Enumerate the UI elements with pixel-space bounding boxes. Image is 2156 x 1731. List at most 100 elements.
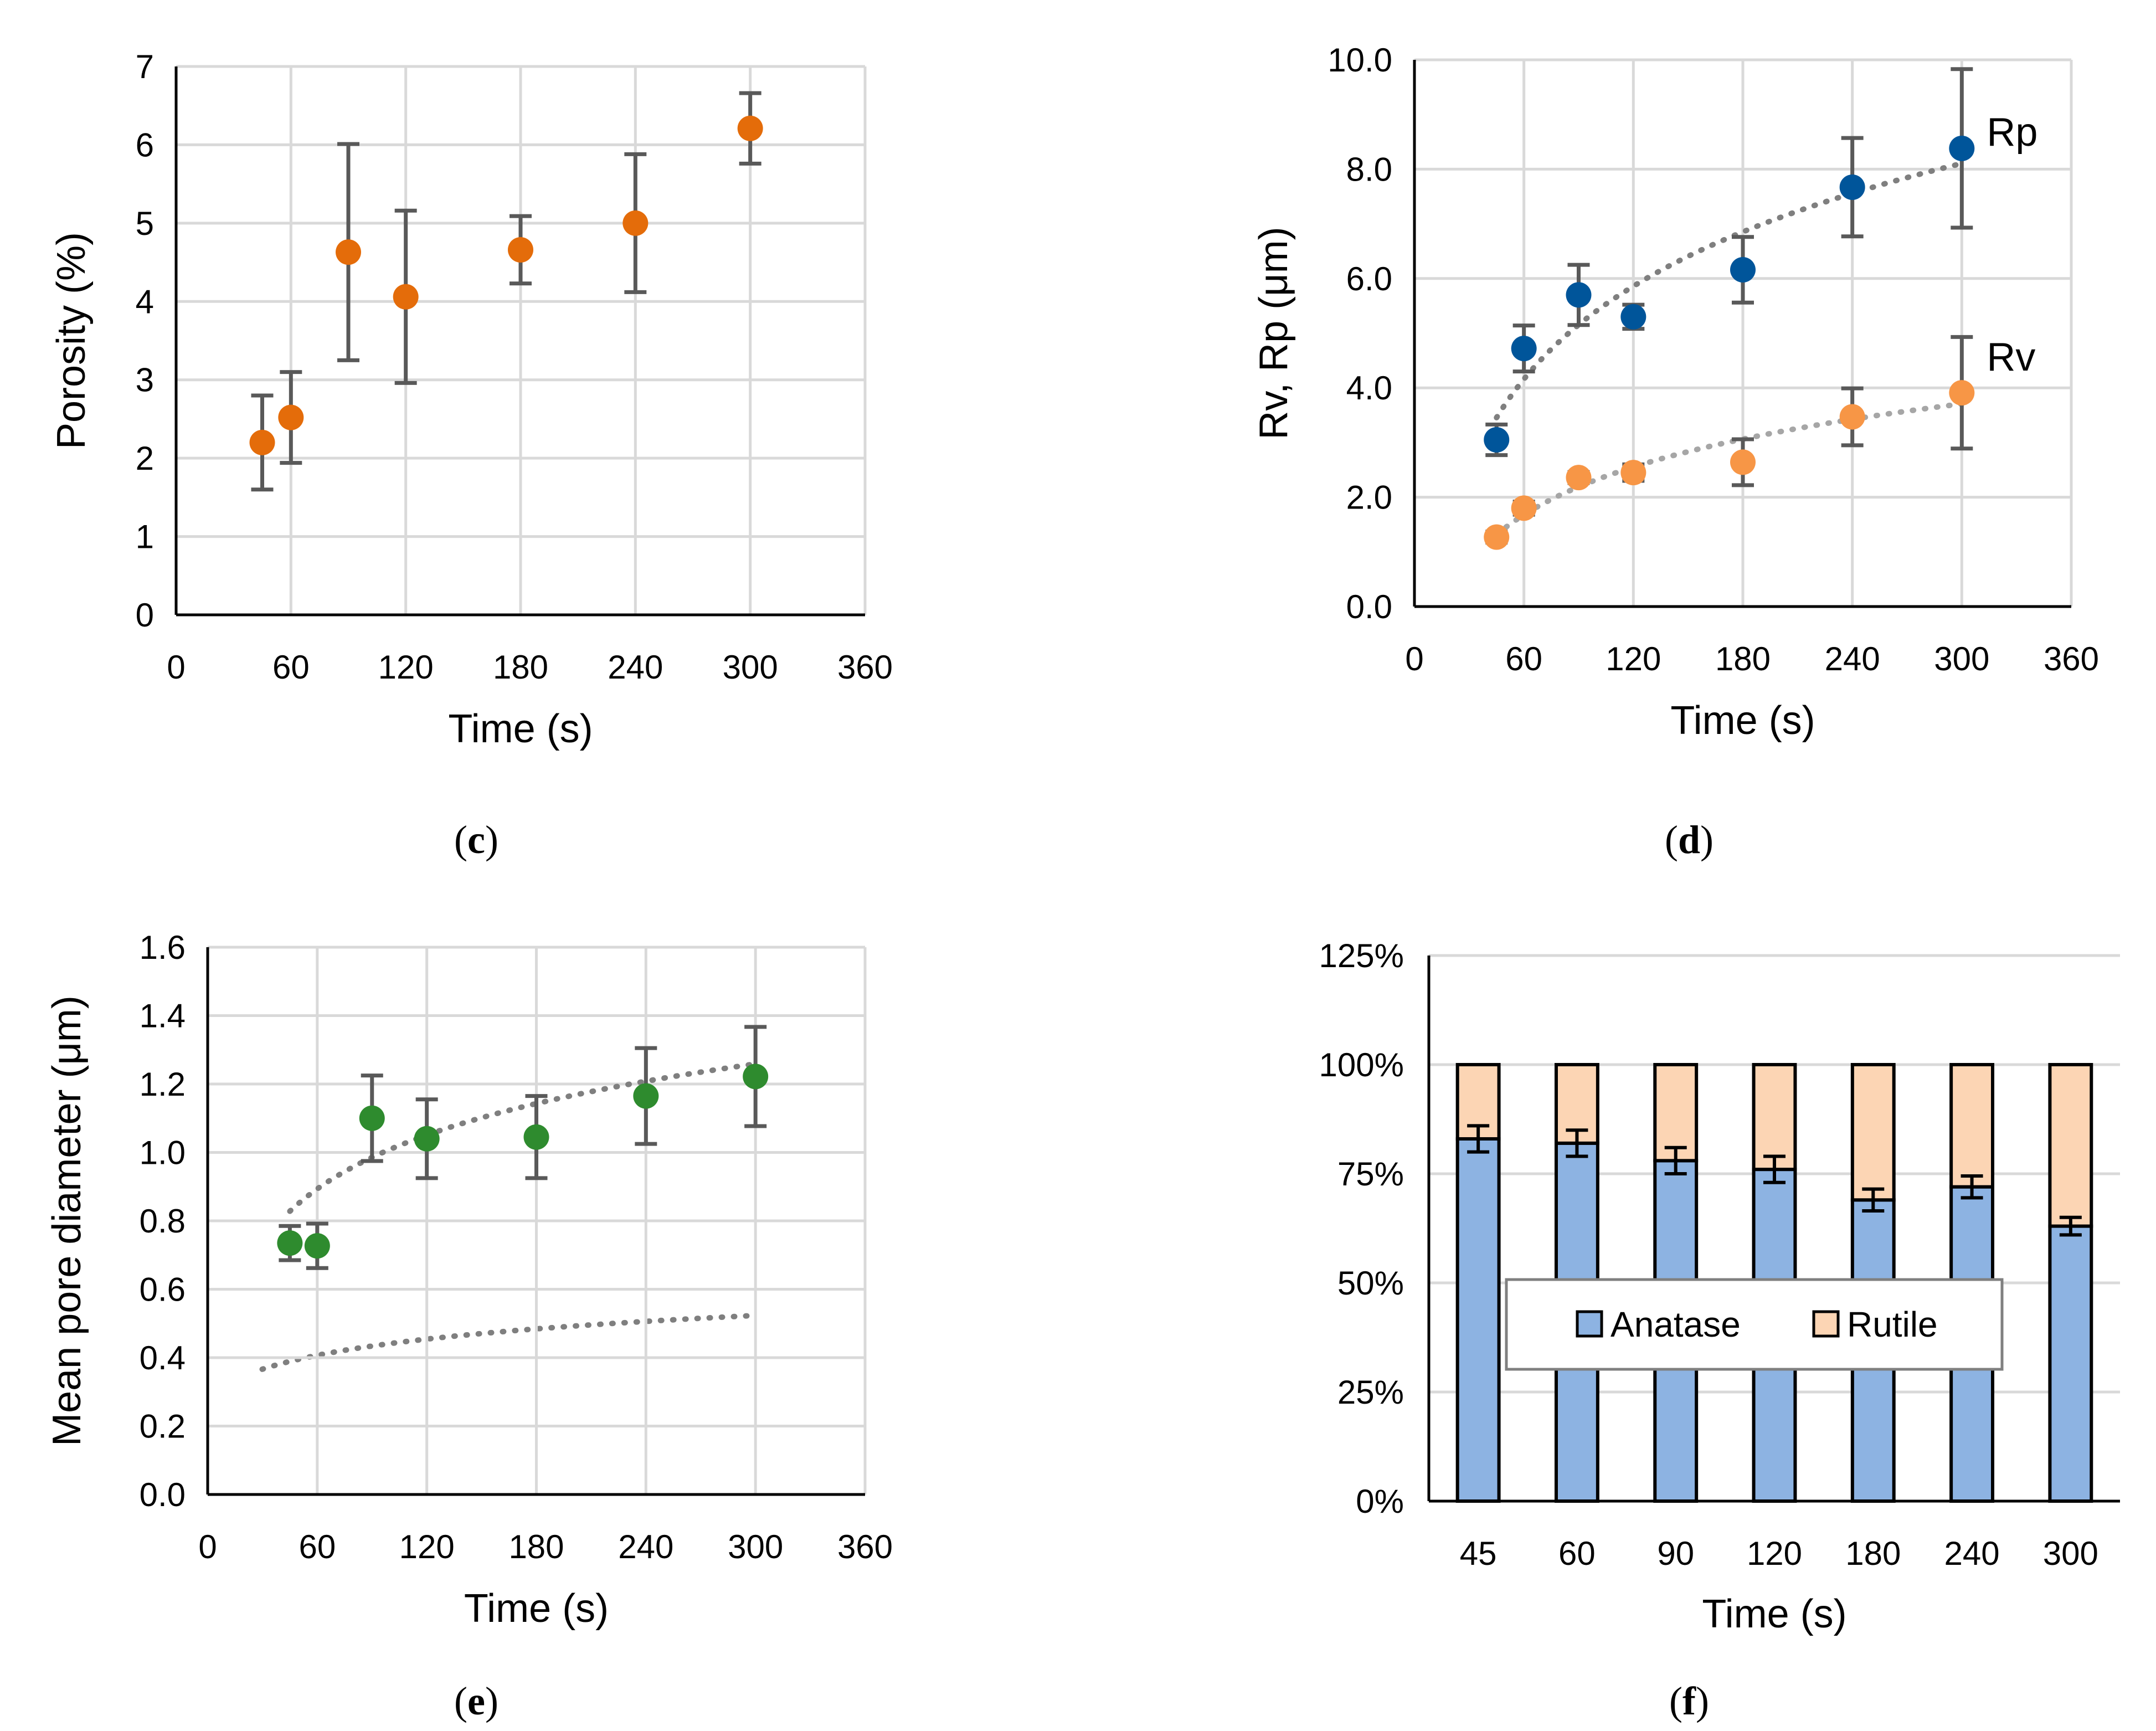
data-point xyxy=(1730,437,1756,487)
data-point xyxy=(523,1094,549,1180)
panel-f: 0% 25% 50% 75% 100% 125% 45 60 90 120 180 240 300 Tim… xyxy=(1319,937,2120,1723)
x-axis-title: Time (s) xyxy=(1702,1592,1846,1636)
x-tick-label: 240 xyxy=(1825,640,1880,677)
x-tick-label: 300 xyxy=(728,1528,783,1565)
y-tick-label: 3 xyxy=(136,362,154,399)
marker xyxy=(1566,465,1592,491)
x-tick-label: 90 xyxy=(1657,1535,1694,1572)
y-tick-label: 50% xyxy=(1337,1265,1404,1302)
marker xyxy=(1730,449,1756,475)
x-tick-label: 120 xyxy=(1747,1535,1802,1572)
legend-swatch xyxy=(1576,1310,1603,1338)
marker xyxy=(1566,282,1592,308)
data-point xyxy=(737,91,763,166)
trendline xyxy=(1494,401,1965,538)
marker xyxy=(1620,304,1646,330)
marker xyxy=(1839,404,1865,430)
x-tick-label: 45 xyxy=(1460,1535,1497,1572)
data-point xyxy=(1949,335,1975,451)
y-tick-label: 0.2 xyxy=(140,1408,186,1445)
y-tick-label: 0% xyxy=(1356,1483,1404,1520)
marker xyxy=(622,210,649,236)
legend-label: Anatase xyxy=(1610,1304,1741,1344)
bar-rutile xyxy=(1752,1063,1797,1172)
x-tick-label: 60 xyxy=(1558,1535,1596,1572)
marker xyxy=(336,239,361,265)
x-tick-label: 180 xyxy=(508,1528,564,1565)
data-point xyxy=(1511,495,1537,521)
data-point xyxy=(277,1224,303,1262)
x-tick-label: 60 xyxy=(299,1528,336,1565)
marker xyxy=(508,237,533,263)
marker xyxy=(737,115,763,141)
x-tick-label: 120 xyxy=(1606,640,1661,677)
y-axis-title: Rv, Rp (μm) xyxy=(1252,227,1296,439)
x-tick-label: 300 xyxy=(1934,640,1989,677)
y-tick-label: 1.0 xyxy=(140,1134,186,1172)
y-axis-title: Mean pore diameter (μm) xyxy=(45,995,89,1446)
data-point xyxy=(1839,386,1865,448)
data-point xyxy=(359,1073,385,1163)
x-tick-label: 240 xyxy=(1944,1535,2000,1572)
x-tick-label: 0 xyxy=(198,1528,217,1565)
panel-e: 0 60 120 180 240 300 360 0.0 0.2 0.4 0.6 0.8 1.0 1.2 1… xyxy=(45,929,893,1723)
y-tick-label: 75% xyxy=(1337,1155,1404,1193)
trendline xyxy=(287,1061,759,1214)
data-point xyxy=(278,370,304,465)
marker xyxy=(359,1105,385,1131)
y-tick-label: 0.6 xyxy=(140,1271,186,1308)
data-point xyxy=(1566,465,1592,491)
data-point xyxy=(336,142,361,362)
marker xyxy=(1511,336,1537,362)
bar-rutile xyxy=(1850,1063,1896,1202)
x-tick-label: 0 xyxy=(167,649,185,686)
bar-anatase xyxy=(1455,1137,1501,1503)
y-tick-label: 0.0 xyxy=(1346,588,1392,625)
y-tick-label: 2.0 xyxy=(1346,479,1392,516)
series-label: Rp xyxy=(1987,110,2037,155)
y-tick-label: 4 xyxy=(136,283,154,320)
y-tick-label: 5 xyxy=(136,205,154,242)
data-point xyxy=(1484,524,1510,550)
data-point xyxy=(1620,460,1646,486)
legend-entry: Rutile xyxy=(1812,1304,1938,1344)
panel-label: (c) xyxy=(454,818,498,862)
y-tick-label: 0.8 xyxy=(140,1203,186,1240)
data-point xyxy=(1566,263,1592,327)
y-tick-label: 125% xyxy=(1319,937,1404,974)
x-tick-label: 360 xyxy=(2044,640,2099,677)
series xyxy=(277,1025,769,1270)
x-tick-label: 300 xyxy=(723,649,778,686)
x-tick-label: 60 xyxy=(1505,640,1542,677)
data-point xyxy=(1484,422,1510,458)
marker xyxy=(393,284,419,310)
data-point xyxy=(1949,67,1975,230)
marker xyxy=(1511,495,1537,521)
x-axis-title: Time (s) xyxy=(464,1586,609,1631)
bar-rutile xyxy=(2048,1063,2093,1228)
x-tick-label: 240 xyxy=(618,1528,673,1565)
data-point xyxy=(622,152,649,294)
x-tick-label: 60 xyxy=(272,649,310,686)
bar-rutile xyxy=(1653,1063,1699,1163)
data-point xyxy=(304,1221,330,1270)
x-tick-label: 180 xyxy=(1845,1535,1901,1572)
data-point xyxy=(249,393,275,492)
data-point xyxy=(414,1097,440,1180)
panel-d: 0 60 120 180 240 300 360 0.0 2.0 4.0 6.0 8.0 10.0 Tim… xyxy=(1252,42,2099,862)
x-axis-title: Time (s) xyxy=(1670,698,1815,743)
legend: Anatase Rutile xyxy=(1505,1278,2004,1371)
series-label: Rv xyxy=(1987,335,2035,379)
legend-swatch xyxy=(1812,1310,1840,1338)
y-axis-title: Porosity (%) xyxy=(49,232,94,449)
series-rp: Rp xyxy=(1484,67,2037,458)
trendline xyxy=(259,1313,753,1372)
marker xyxy=(1730,257,1756,283)
y-tick-label: 100% xyxy=(1319,1046,1404,1083)
x-axis-title: Time (s) xyxy=(448,707,593,751)
y-tick-label: 10.0 xyxy=(1327,42,1392,79)
bar-rutile xyxy=(1949,1063,1995,1189)
data-point xyxy=(393,208,419,385)
marker xyxy=(277,1230,303,1256)
